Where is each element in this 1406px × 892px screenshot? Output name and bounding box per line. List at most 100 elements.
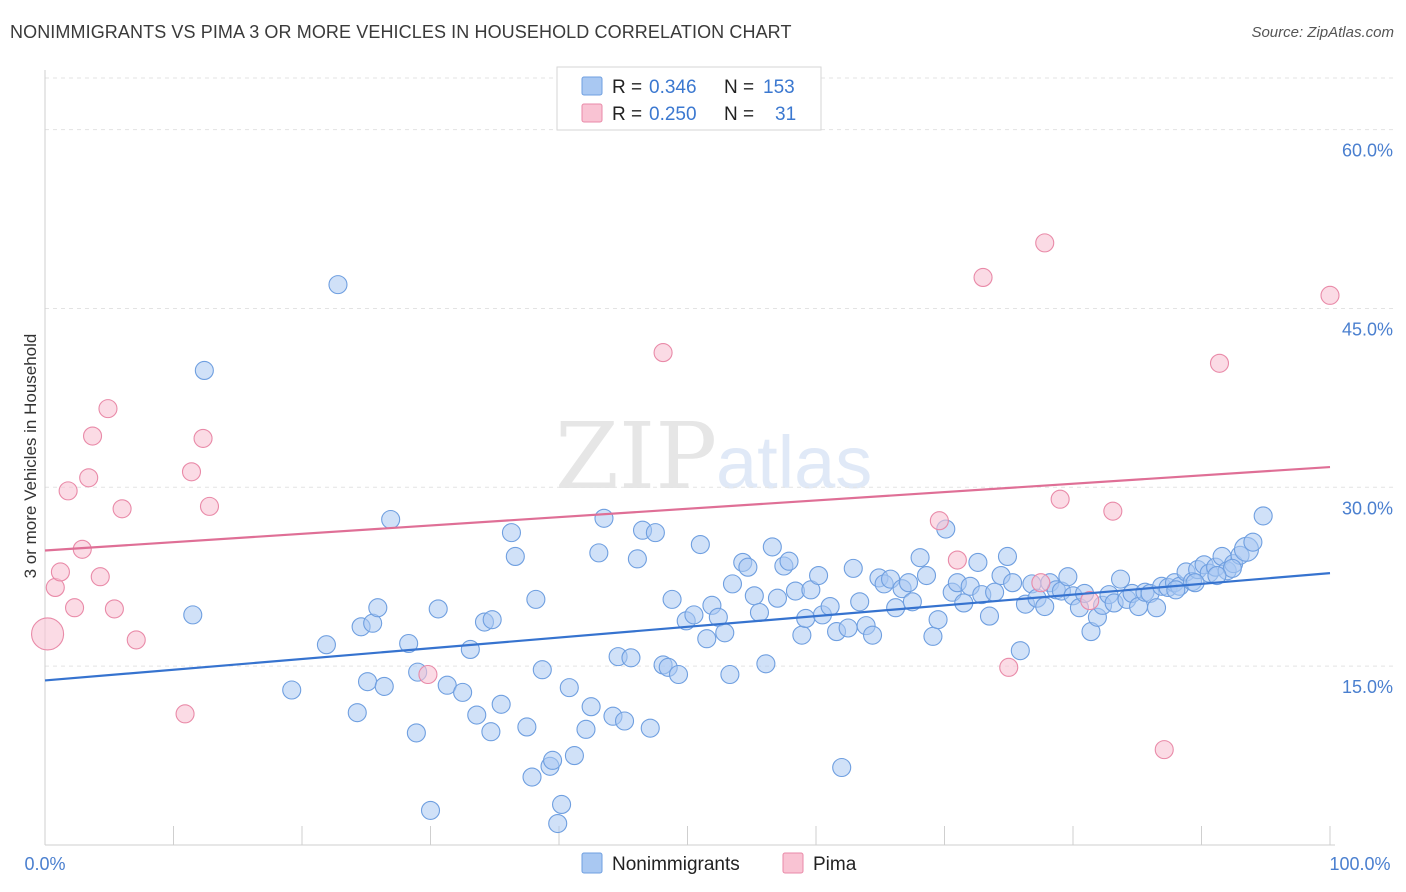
nonimmigrants-point [985, 582, 1005, 602]
pima-point [193, 428, 213, 448]
nonimmigrants-point [1207, 565, 1227, 586]
nonimmigrants-point [749, 602, 770, 623]
bottom-legend-label-pima: Pima [813, 854, 857, 875]
pima-point [98, 399, 118, 419]
nonimmigrants-point [662, 589, 682, 609]
nonimmigrants-point [843, 558, 863, 578]
pima-point [1320, 285, 1340, 305]
pima-point [104, 599, 124, 619]
nonimmigrants-point [543, 750, 563, 770]
pima-point [1080, 591, 1100, 611]
nonimmigrants-point [548, 813, 568, 834]
pima-point [947, 550, 967, 570]
legend-r-label-0: R = [612, 77, 642, 98]
nonimmigrants-point [862, 625, 883, 645]
nonimmigrants-point [381, 509, 401, 530]
legend-n-value-0: 153 [763, 77, 795, 98]
pima-point [199, 496, 220, 516]
legend-r-value-0: 0.346 [649, 77, 697, 98]
pima-point [1154, 740, 1174, 760]
nonimmigrants-point [779, 551, 799, 571]
nonimmigrants-point [838, 618, 858, 638]
series-pima [31, 233, 1340, 760]
x-ticks [44, 826, 1331, 845]
nonimmigrants-point [820, 596, 840, 617]
legend-n-label-0: N = [724, 77, 754, 98]
pima-point [1050, 489, 1070, 509]
trend-lines [44, 465, 1331, 682]
nonimmigrants-point [690, 534, 710, 555]
nonimmigrants-point [697, 629, 717, 649]
nonimmigrants-point [621, 648, 641, 668]
pima-point [90, 567, 110, 587]
nonimmigrants-point [481, 722, 501, 742]
pima-point [973, 267, 993, 288]
pima-point [1209, 353, 1230, 373]
nonimmigrants-point [564, 746, 584, 766]
nonimmigrants-point [720, 664, 740, 685]
pima-point [175, 704, 195, 724]
nonimmigrants-point [576, 719, 596, 739]
y-tick-labels: 15.0% 30.0% 45.0% 60.0% [1342, 141, 1393, 698]
nonimmigrants-point [437, 675, 457, 695]
y-tick-label: 30.0% [1342, 498, 1393, 518]
nonimmigrants-point [640, 718, 660, 738]
nonimmigrants-point [627, 549, 647, 569]
nonimmigrants-point [809, 565, 829, 586]
nonimmigrants-point [559, 678, 579, 698]
nonimmigrants-point [1110, 569, 1131, 589]
nonimmigrants-point [1146, 598, 1167, 618]
y-tick-label: 15.0% [1342, 677, 1393, 697]
nonimmigrants-point [399, 633, 419, 654]
nonimmigrants-point [738, 557, 758, 577]
nonimmigrants-point [420, 800, 441, 820]
nonimmigrants-point [898, 573, 919, 593]
pima-point [58, 481, 78, 501]
nonimmigrants-point [467, 705, 487, 725]
nonimmigrants-point [756, 654, 776, 674]
nonimmigrants-point [453, 682, 473, 702]
nonimmigrants-point [645, 523, 665, 543]
nonimmigrants-point [194, 360, 214, 381]
nonimmigrants-point [762, 537, 782, 557]
pima-point [82, 426, 103, 446]
nonimmigrants-point [482, 610, 502, 630]
nonimmigrants-point [589, 543, 609, 563]
nonimmigrants-point [910, 548, 930, 568]
chart-title: NONIMMIGRANTS VS PIMA 3 OR MORE VEHICLES… [10, 22, 792, 42]
nonimmigrants-point [744, 586, 764, 606]
nonimmigrants-point [668, 664, 689, 685]
nonimmigrants-point [374, 676, 394, 696]
bottom-legend-label-nonimmigrants: Nonimmigrants [612, 854, 740, 875]
pima-point [1035, 233, 1055, 253]
nonimmigrants-point [850, 592, 870, 612]
nonimmigrants-point [282, 680, 302, 700]
watermark-zip: ZIP [555, 403, 717, 510]
nonimmigrants-point [522, 767, 542, 787]
y-tick-label: 45.0% [1342, 319, 1393, 339]
nonimmigrants-point [581, 697, 601, 717]
nonimmigrants-point [1166, 580, 1186, 600]
nonimmigrants-point [979, 606, 1000, 626]
nonimmigrants-point [428, 599, 448, 619]
nonimmigrants-point [532, 660, 552, 680]
pima-point [653, 343, 673, 363]
nonimmigrants-point [1010, 641, 1030, 661]
nonimmigrants-point [767, 588, 788, 608]
nonimmigrants-point [552, 794, 572, 815]
pima-point [112, 499, 132, 519]
nonimmigrants-point [357, 672, 378, 692]
y-axis-label: 3 or more Vehicles in Household [21, 334, 40, 579]
x-tick-label-max: 100.0% [1329, 854, 1390, 874]
pima-point [999, 657, 1019, 677]
trend-line-pima [44, 465, 1331, 552]
pima-point [418, 664, 438, 685]
nonimmigrants-point [1185, 573, 1205, 593]
nonimmigrants-point [1253, 506, 1273, 526]
nonimmigrants-point [368, 598, 388, 618]
pima-point [65, 598, 85, 618]
nonimmigrants-point [1222, 558, 1242, 578]
nonimmigrants-point [614, 711, 635, 731]
nonimmigrants-point [997, 546, 1018, 567]
